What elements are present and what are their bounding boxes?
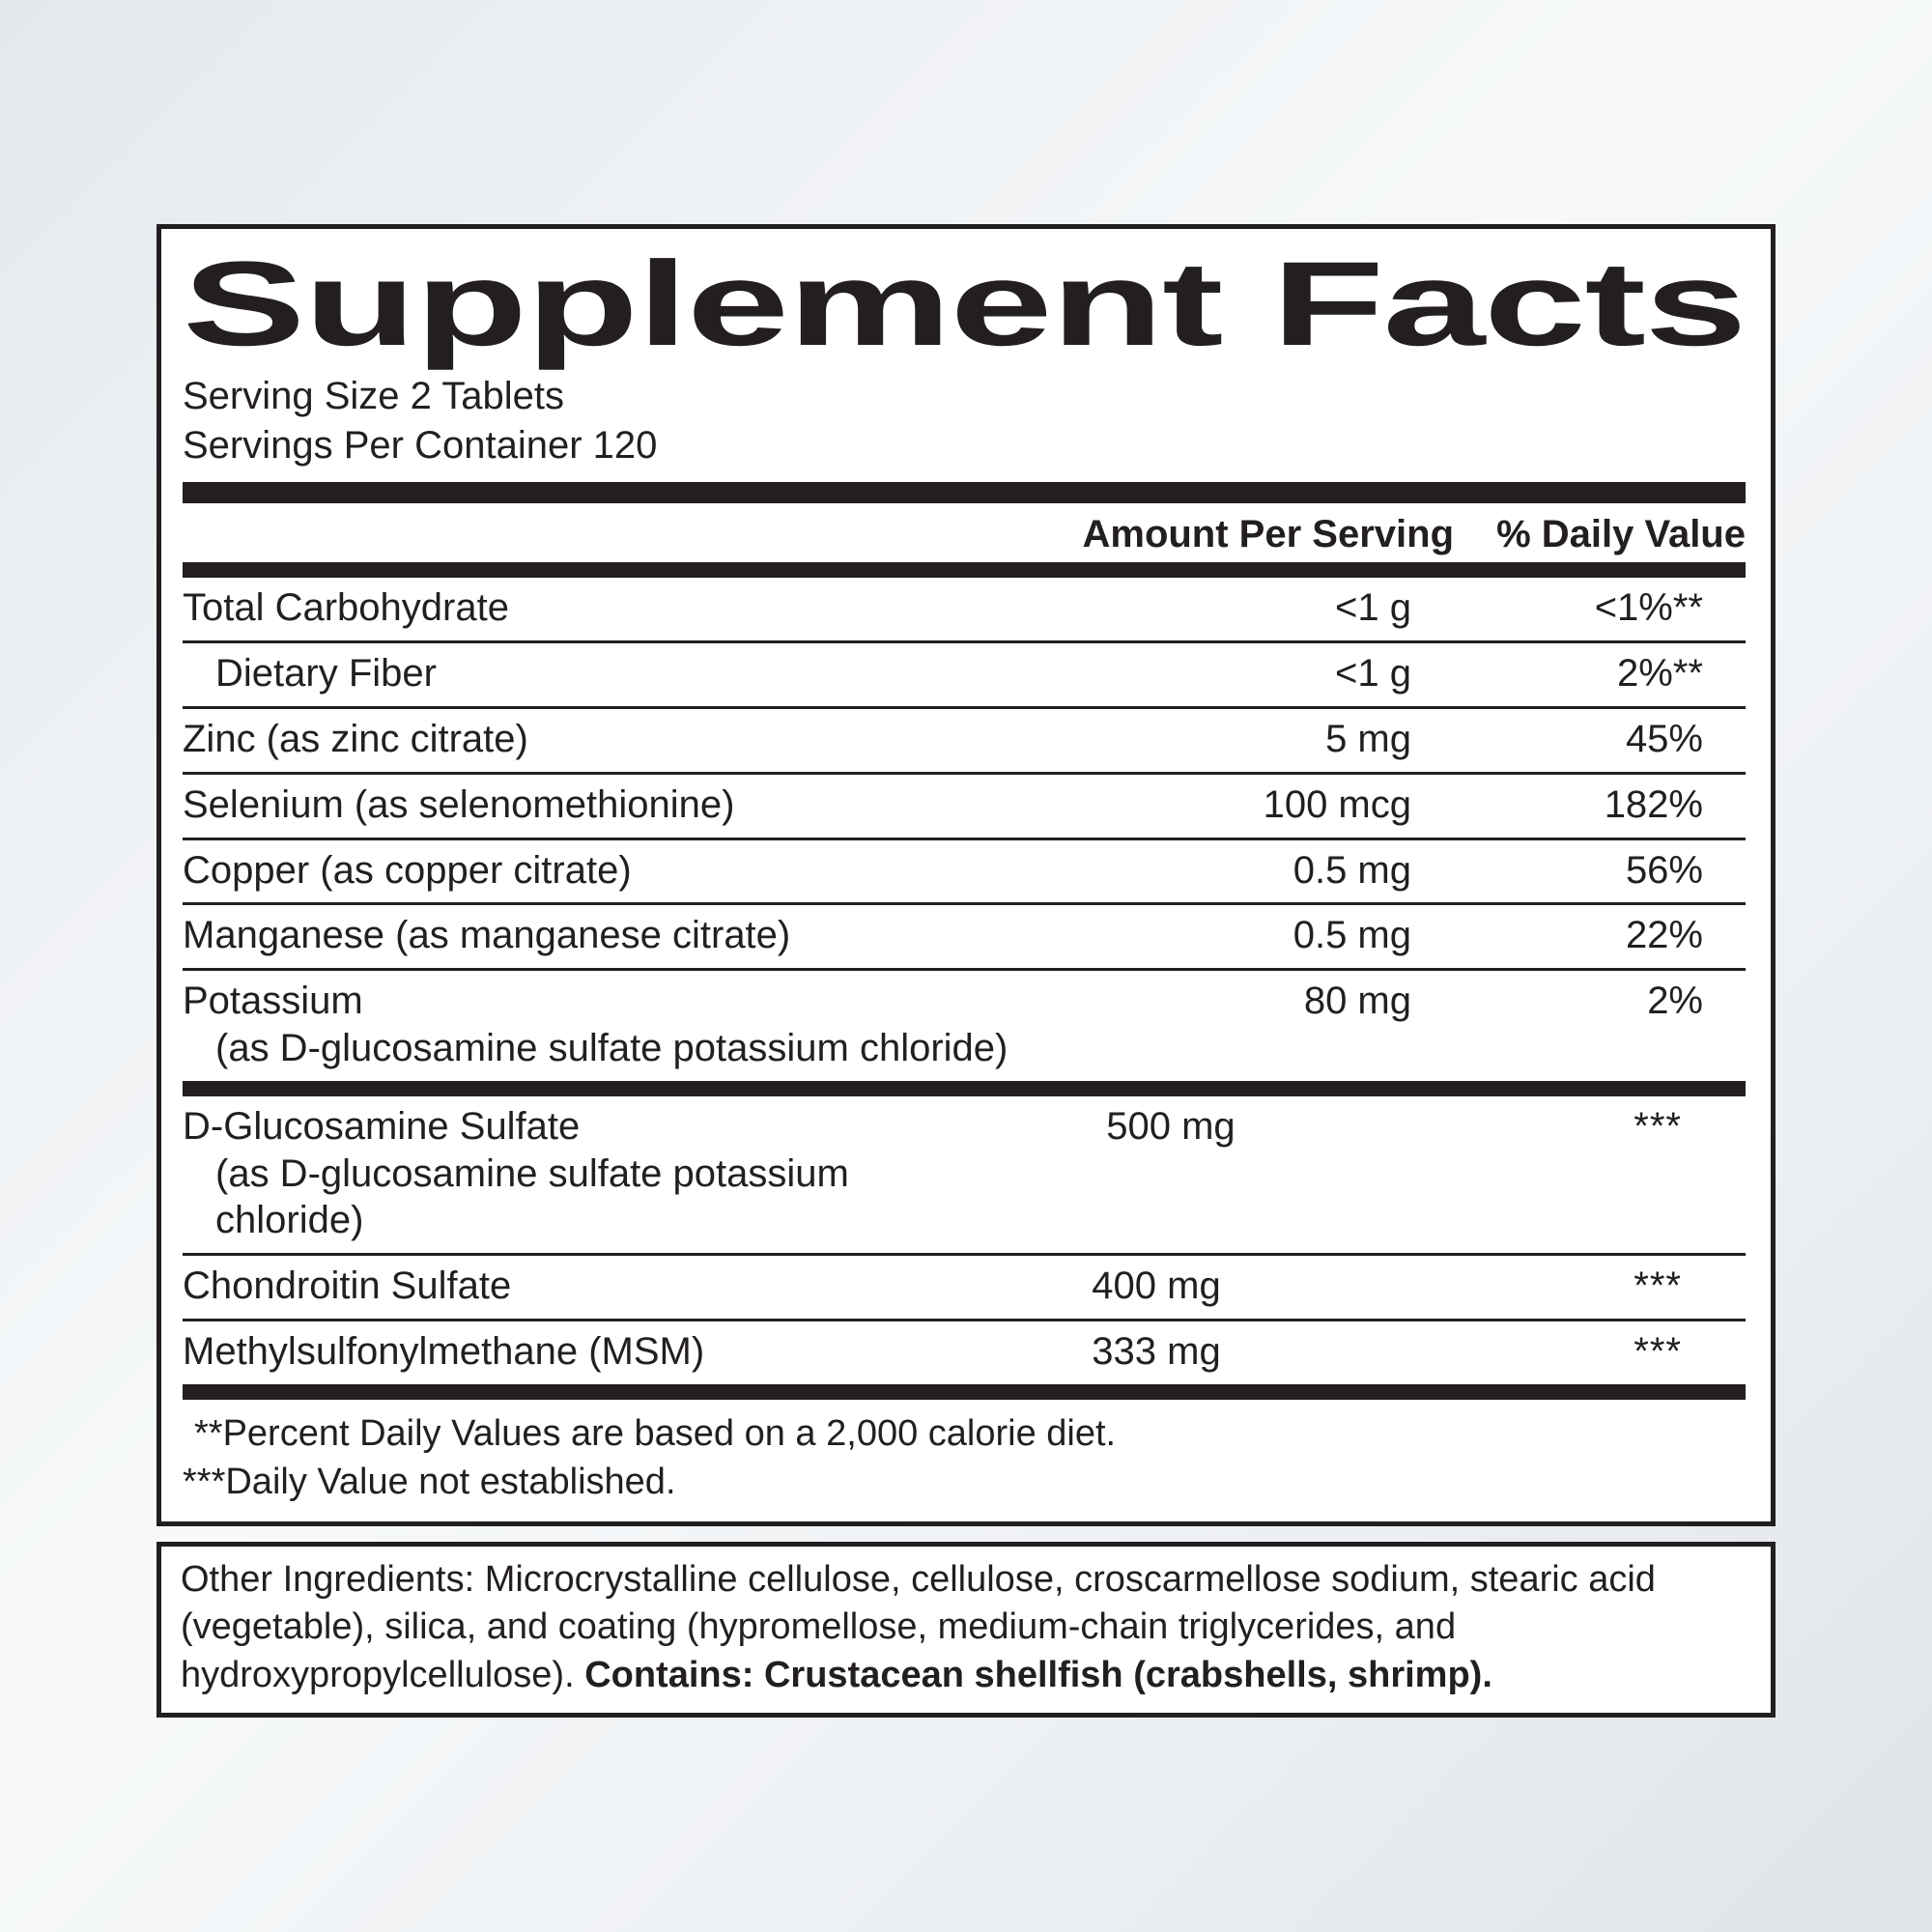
footnotes: **Percent Daily Values are based on a 2,…: [183, 1400, 1746, 1506]
table-row: Zinc (as zinc citrate) 5 mg 45%: [183, 709, 1746, 772]
footnote-not-established: ***Daily Value not established.: [183, 1461, 676, 1502]
nutrient-amount: <1 g: [1335, 652, 1411, 696]
table-row: Manganese (as manganese citrate) 0.5 mg …: [183, 905, 1746, 968]
table-row: D-Glucosamine Sulfate (as D-glucosamine …: [183, 1096, 1746, 1253]
ingredient-amount: 500 mg: [1106, 1104, 1236, 1148]
section-divider-bar: [183, 1080, 1746, 1096]
ingredient-name: D-Glucosamine Sulfate: [183, 1104, 581, 1148]
nutrient-name: Zinc (as zinc citrate): [183, 717, 528, 760]
table-row: Selenium (as selenomethionine) 100 mcg 1…: [183, 775, 1746, 838]
table-row: Chondroitin Sulfate 400 mg ***: [183, 1256, 1746, 1319]
row-divider: [183, 640, 1746, 644]
footnote-daily-values: **Percent Daily Values are based on a 2,…: [194, 1412, 1117, 1454]
nutrient-amount: 80 mg: [1303, 980, 1411, 1023]
footnote-divider-bar: [183, 1383, 1746, 1400]
ingredient-amount: 333 mg: [1092, 1329, 1221, 1373]
servings-per-container: Servings Per Container 120: [183, 424, 658, 468]
row-divider: [183, 1253, 1746, 1257]
ingredient-amount: 400 mg: [1092, 1264, 1221, 1308]
other-ingredients-body: Other Ingredients: Microcrystalline cell…: [181, 1559, 1656, 1695]
ingredient-source: (as D-glucosamine sulfate potassium chlo…: [215, 1151, 849, 1242]
nutrient-daily-value: 22%: [1625, 914, 1703, 957]
row-divider: [183, 837, 1746, 840]
nutrient-amount: 0.5 mg: [1293, 848, 1411, 892]
column-header-daily-value: % Daily Value: [1496, 513, 1746, 556]
table-row: Potassium (as D-glucosamine sulfate pota…: [183, 971, 1746, 1081]
nutrient-daily-value: 56%: [1625, 848, 1703, 892]
nutrient-name: Copper (as copper citrate): [183, 848, 632, 892]
nutrient-name: Manganese (as manganese citrate): [183, 914, 791, 957]
nutrient-daily-value: 45%: [1625, 717, 1703, 760]
header-medium-bar: [183, 562, 1746, 579]
ingredient-name: Chondroitin Sulfate: [183, 1264, 512, 1308]
nutrient-amount: 100 mcg: [1263, 782, 1411, 826]
nutrient-daily-value: 2%: [1647, 980, 1703, 1023]
nutrient-name-block: Potassium (as D-glucosamine sulfate pota…: [183, 978, 1025, 1072]
nutrient-daily-value: 182%: [1604, 782, 1703, 826]
nutrient-amount: 5 mg: [1325, 717, 1411, 760]
nutrient-name: Total Carbohydrate: [183, 586, 509, 630]
table-row: Total Carbohydrate <1 g <1%**: [183, 578, 1746, 640]
allergen-contains-statement: Contains: Crustacean shellfish (crabshel…: [584, 1654, 1492, 1695]
other-ingredients-text: Other Ingredients: Microcrystalline cell…: [181, 1556, 1749, 1699]
ingredient-name-block: D-Glucosamine Sulfate (as D-glucosamine …: [183, 1103, 983, 1244]
nutrient-amount: 0.5 mg: [1293, 914, 1411, 957]
row-divider: [183, 771, 1746, 775]
column-header-amount: Amount Per Serving: [1082, 513, 1454, 556]
row-divider: [183, 902, 1746, 906]
nutrient-daily-value: 2%**: [1617, 652, 1703, 696]
table-row: Dietary Fiber <1 g 2%**: [183, 643, 1746, 706]
nutrient-name: Dietary Fiber: [215, 652, 437, 696]
row-divider: [183, 1318, 1746, 1321]
page-title: Supplement Facts: [183, 238, 1747, 371]
row-divider: [183, 968, 1746, 972]
row-divider: [183, 705, 1746, 709]
nutrient-name: Selenium (as selenomethionine): [183, 782, 735, 826]
ingredient-daily-value: ***: [1634, 1329, 1682, 1373]
nutrient-name: Potassium: [183, 980, 363, 1023]
ingredient-name: Methylsulfonylmethane (MSM): [183, 1329, 705, 1373]
ingredient-daily-value: ***: [1634, 1264, 1682, 1308]
nutrient-source: (as D-glucosamine sulfate potassium chlo…: [215, 1026, 1009, 1069]
supplement-facts-panel: Supplement Facts Serving Size 2 Tablets …: [156, 224, 1776, 1527]
ingredient-daily-value: ***: [1634, 1104, 1682, 1148]
nutrient-daily-value: <1%**: [1594, 586, 1703, 630]
header-thick-bar: [183, 482, 1746, 504]
table-row: Methylsulfonylmethane (MSM) 333 mg ***: [183, 1321, 1746, 1384]
page-title-text: Supplement Facts: [183, 238, 1747, 371]
other-ingredients-panel: Other Ingredients: Microcrystalline cell…: [156, 1542, 1776, 1719]
column-header-row: Amount Per Serving % Daily Value: [183, 503, 1746, 562]
table-row: Copper (as copper citrate) 0.5 mg 56%: [183, 840, 1746, 903]
nutrient-amount: <1 g: [1335, 586, 1411, 630]
serving-size: Serving Size 2 Tablets: [183, 375, 565, 417]
